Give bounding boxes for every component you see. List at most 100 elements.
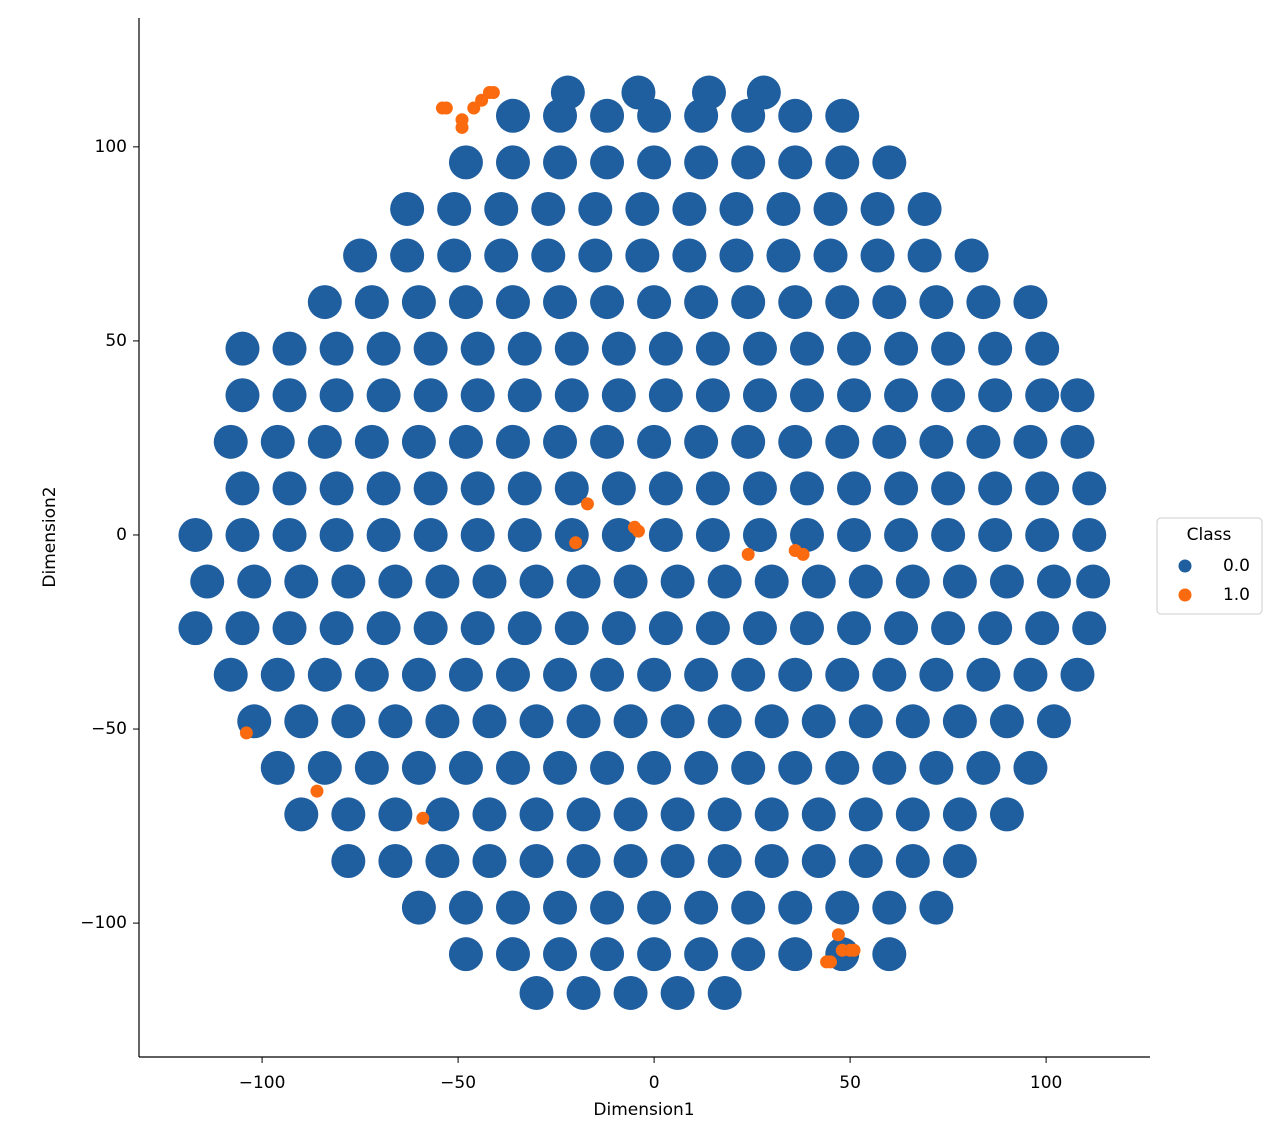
- point: [354, 424, 389, 459]
- point: [507, 331, 542, 366]
- point: [484, 238, 519, 273]
- point: [272, 517, 307, 552]
- point: [742, 517, 777, 552]
- point: [578, 191, 613, 226]
- point: [495, 657, 530, 692]
- point: [672, 238, 707, 273]
- point: [448, 750, 483, 785]
- point: [978, 378, 1013, 413]
- point: [825, 145, 860, 180]
- point: [1036, 564, 1071, 599]
- point: [731, 285, 766, 320]
- point: [178, 517, 213, 552]
- point: [366, 517, 401, 552]
- point: [307, 657, 342, 692]
- point: [260, 750, 295, 785]
- point: [954, 238, 989, 273]
- point: [778, 657, 813, 692]
- point: [942, 704, 977, 739]
- point: [601, 611, 636, 646]
- point: [319, 378, 354, 413]
- point: [543, 285, 578, 320]
- point: [543, 890, 578, 925]
- point: [825, 657, 860, 692]
- legend-marker: [1178, 588, 1192, 602]
- point: [672, 191, 707, 226]
- point: [637, 890, 672, 925]
- point: [848, 797, 883, 832]
- point: [495, 98, 530, 133]
- point: [731, 937, 766, 972]
- point: [390, 238, 425, 273]
- point: [907, 238, 942, 273]
- point: [213, 657, 248, 692]
- point: [719, 191, 754, 226]
- point: [884, 517, 919, 552]
- point: [919, 424, 954, 459]
- point: [684, 750, 719, 785]
- point: [872, 424, 907, 459]
- point: [519, 797, 554, 832]
- point: [554, 471, 589, 506]
- point: [507, 378, 542, 413]
- point: [895, 564, 930, 599]
- point: [742, 471, 777, 506]
- point: [307, 285, 342, 320]
- point: [307, 750, 342, 785]
- point: [495, 285, 530, 320]
- point: [543, 937, 578, 972]
- point: [637, 145, 672, 180]
- point: [695, 331, 730, 366]
- point: [813, 191, 848, 226]
- point: [448, 890, 483, 925]
- point: [884, 378, 919, 413]
- y-tick-label: −50: [91, 719, 127, 739]
- point: [637, 750, 672, 785]
- point: [707, 704, 742, 739]
- point: [272, 378, 307, 413]
- point: [825, 890, 860, 925]
- y-tick-label: −100: [80, 913, 127, 933]
- point: [825, 98, 860, 133]
- point: [554, 378, 589, 413]
- point: [837, 378, 872, 413]
- point: [225, 611, 260, 646]
- point: [931, 611, 966, 646]
- point: [778, 98, 813, 133]
- point: [519, 564, 554, 599]
- point: [1013, 657, 1048, 692]
- point: [590, 890, 625, 925]
- point: [707, 843, 742, 878]
- point: [872, 657, 907, 692]
- point: [872, 937, 907, 972]
- point: [284, 704, 319, 739]
- point: [824, 955, 838, 969]
- point: [766, 238, 801, 273]
- point: [1060, 424, 1095, 459]
- point: [942, 843, 977, 878]
- point: [789, 471, 824, 506]
- point: [366, 331, 401, 366]
- point: [796, 547, 810, 561]
- point: [260, 424, 295, 459]
- point: [754, 843, 789, 878]
- point: [884, 471, 919, 506]
- point: [401, 424, 436, 459]
- point: [942, 564, 977, 599]
- point: [707, 797, 742, 832]
- point: [225, 331, 260, 366]
- point: [884, 331, 919, 366]
- point: [319, 611, 354, 646]
- x-tick-label: 100: [1030, 1073, 1062, 1093]
- point: [648, 611, 683, 646]
- point: [366, 611, 401, 646]
- point: [569, 536, 583, 550]
- point: [966, 750, 1001, 785]
- x-tick-label: −50: [440, 1073, 476, 1093]
- point: [837, 517, 872, 552]
- point: [919, 657, 954, 692]
- point: [460, 517, 495, 552]
- point: [566, 704, 601, 739]
- point: [472, 797, 507, 832]
- x-tick-label: −100: [239, 1073, 286, 1093]
